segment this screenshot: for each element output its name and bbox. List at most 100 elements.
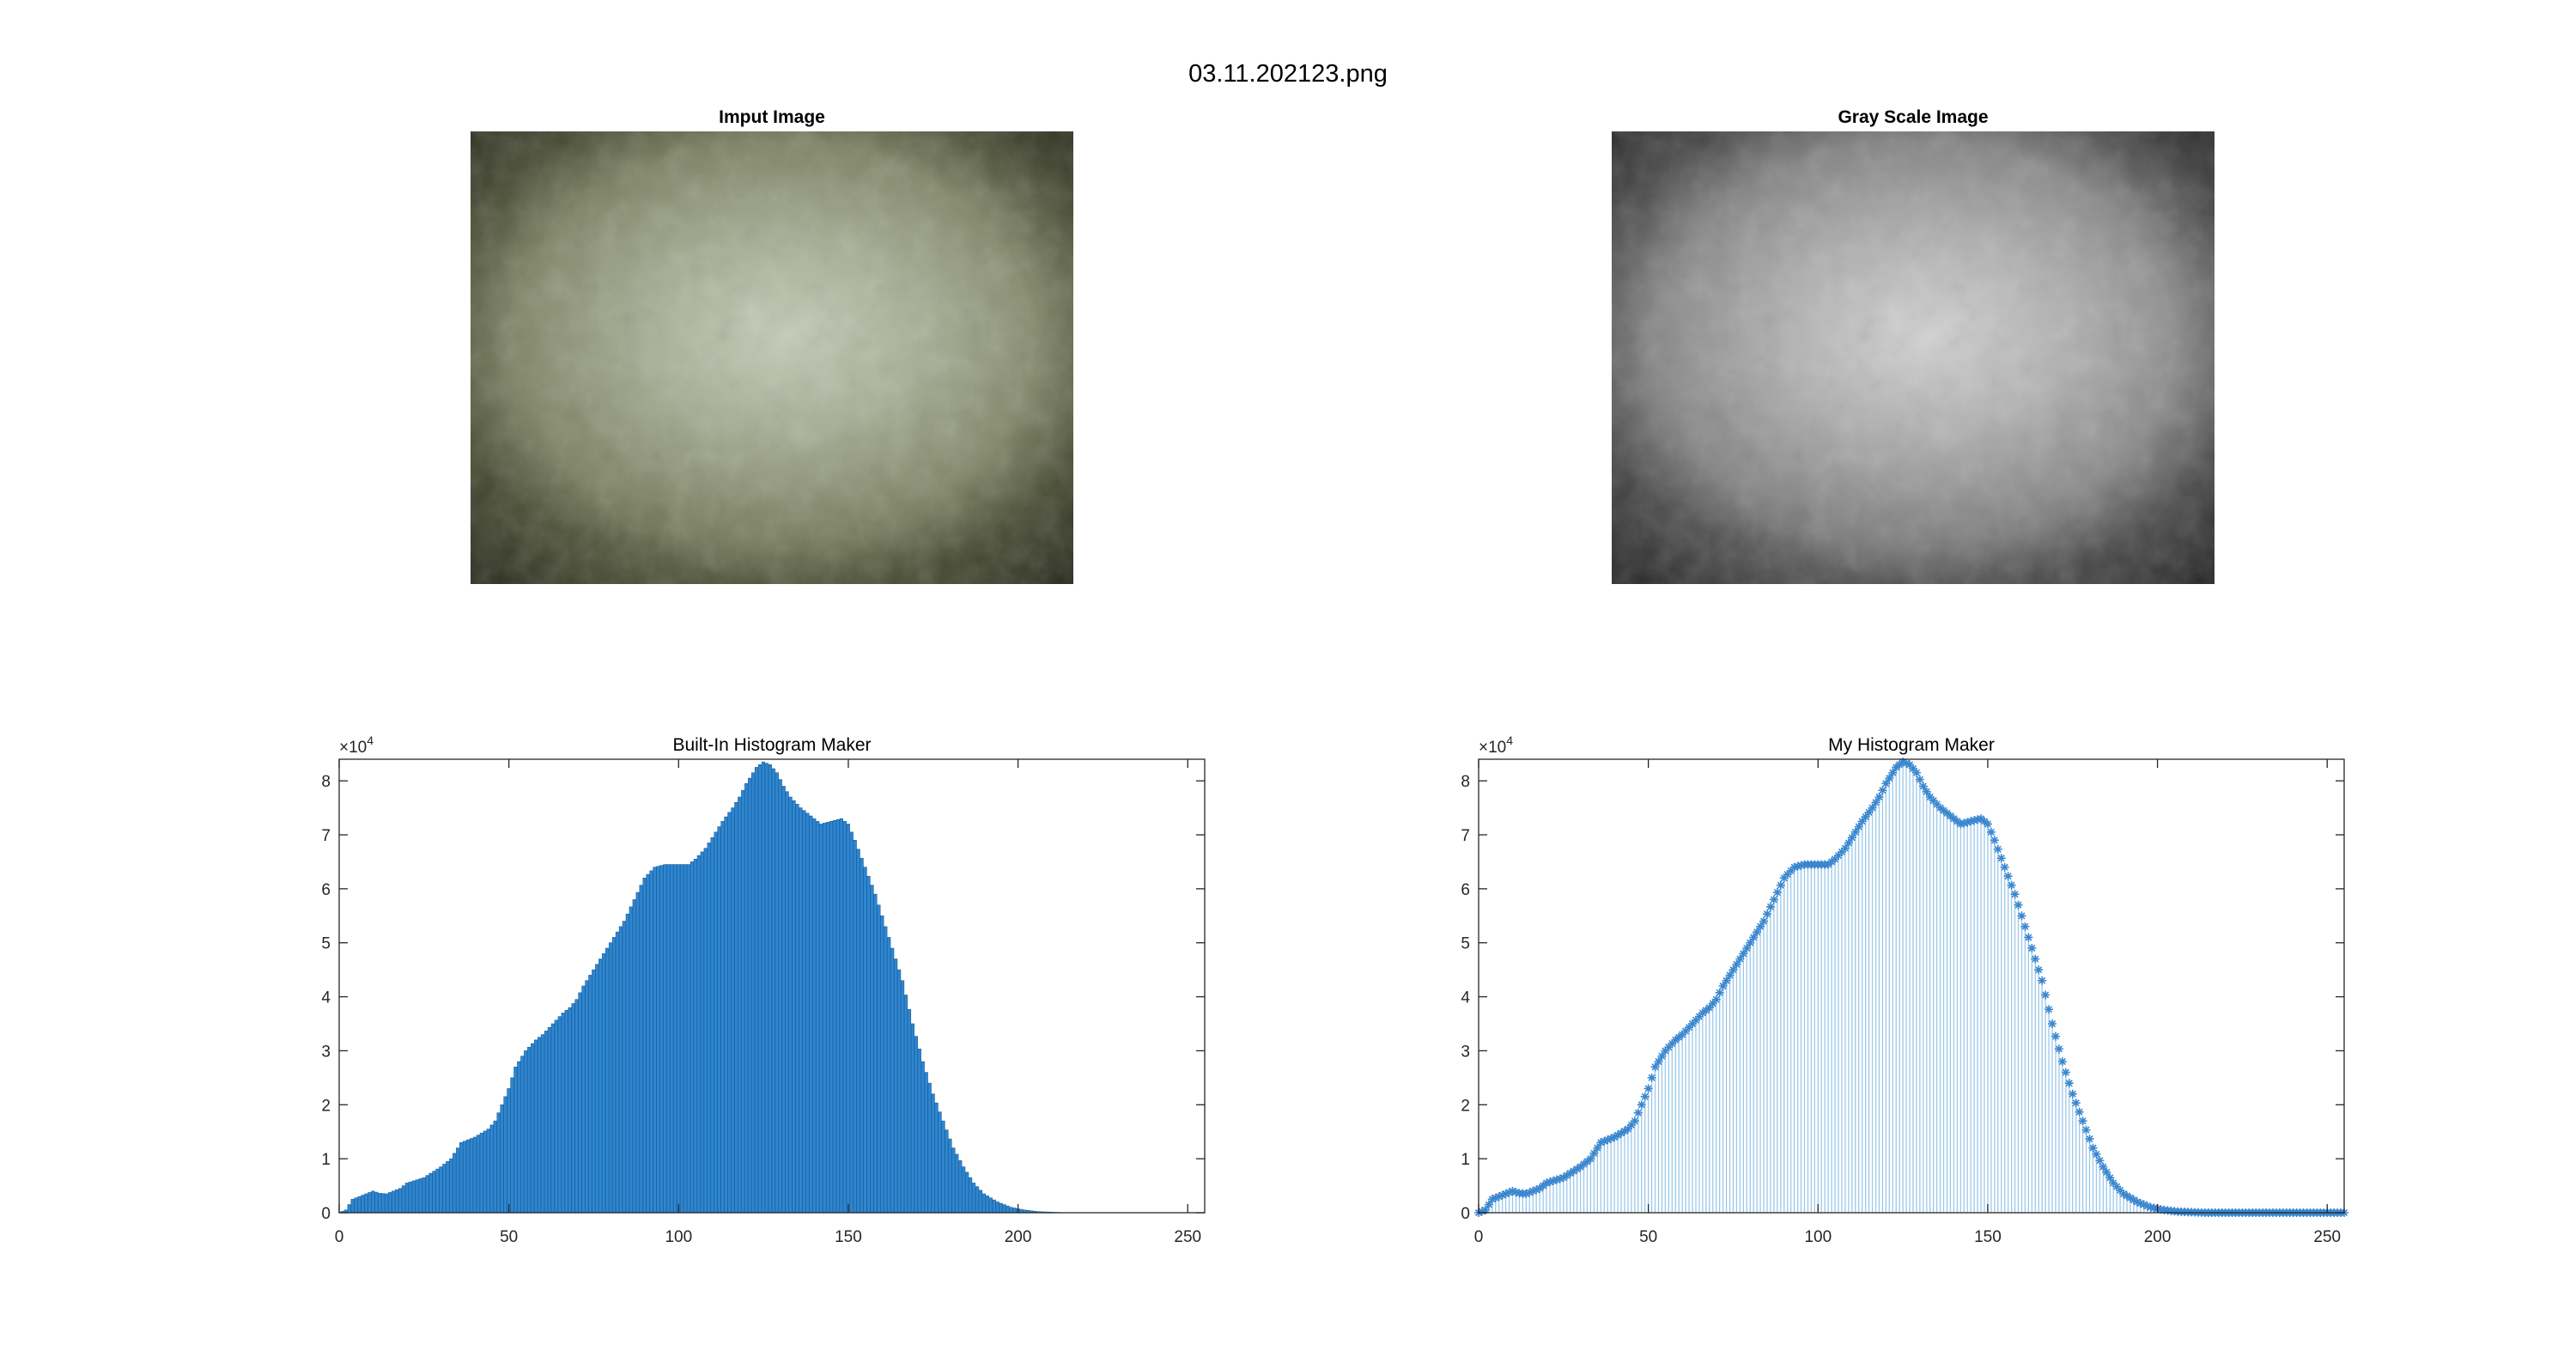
my-histogram-title: My Histogram Maker [1828,735,1995,755]
histogram-bar [931,1093,935,1214]
histogram-bar [622,921,627,1214]
y-tick-label: 0 [1461,1205,1470,1223]
histogram-bar [442,1164,447,1214]
histogram-point [1993,844,2002,854]
histogram-bar [744,782,749,1214]
histogram-point [1487,1195,1497,1204]
histogram-point [2125,1193,2135,1202]
histogram-point [1925,793,1935,801]
histogram-bar [978,1190,983,1214]
histogram-point [1908,764,1917,773]
y-exponent-power: 4 [367,733,374,747]
histogram-point [1769,895,1778,904]
histogram-point [1871,798,1880,807]
histogram-point [2044,1005,2054,1014]
histogram-point [1708,999,1717,1008]
histogram-bar [816,820,820,1214]
histogram-bar [533,1039,538,1214]
histogram-bar [649,870,653,1214]
histogram-point [1932,800,1941,809]
histogram-bar [486,1129,490,1214]
x-tick-label: 250 [2313,1228,2341,1246]
histogram-bar [524,1050,528,1214]
histogram-bar [595,964,599,1214]
histogram-point [2007,880,2016,890]
histogram-bar [415,1179,419,1214]
histogram-point [1619,1126,1629,1135]
histogram-bar [696,855,701,1214]
histogram-bar [955,1153,959,1214]
histogram-point [1715,988,1724,997]
histogram-bar [394,1189,399,1214]
y-exponent-label: ×104 [339,733,374,757]
histogram-bar [710,837,714,1214]
histogram-bar [917,1049,921,1214]
histogram-point [1691,1015,1700,1025]
histogram-point [1722,976,1731,985]
histogram-bar [581,985,586,1214]
x-tick-label: 50 [500,1228,518,1246]
histogram-point [2003,872,2013,881]
y-tick-label: 5 [321,935,331,953]
histogram-point [1915,775,1924,784]
histogram-point [1600,1136,1609,1146]
histogram-bar [391,1190,396,1214]
histogram-bar [839,818,843,1214]
histogram-point [1905,760,1915,770]
histogram-bar [856,849,860,1214]
axes-box [1478,758,2345,1214]
histogram-point [2017,911,2026,921]
histogram-bar [496,1112,501,1214]
histogram-bar [686,864,691,1214]
histogram-bar [829,820,834,1214]
histogram-bar [602,952,606,1214]
y-tick-label: 7 [1461,827,1470,845]
histogram-point [1725,971,1735,980]
y-tick-label: 1 [1461,1151,1470,1169]
y-tick-label: 0 [321,1205,331,1223]
histogram-bar [771,768,775,1214]
histogram-bar [537,1037,542,1214]
histogram-bar [849,831,854,1214]
histogram-point [1996,854,2006,863]
histogram-bar [547,1026,552,1214]
histogram-bar [948,1138,952,1214]
histogram-point [2102,1167,2111,1177]
x-tick-label: 0 [335,1228,344,1246]
histogram-bar [825,822,830,1214]
histogram-bar [510,1077,514,1214]
histogram-bar [398,1188,403,1214]
histogram-point [2139,1200,2148,1209]
histogram-point [1834,851,1844,861]
histogram-bar [557,1016,562,1214]
histogram-bar [489,1124,494,1214]
y-tick-label: 7 [321,827,331,845]
histogram-point [1535,1184,1545,1193]
x-tick-label: 0 [1474,1228,1484,1246]
histogram-bar [418,1178,422,1214]
histogram-point [2048,1019,2057,1028]
histogram-bars [340,761,1064,1214]
histogram-point [1613,1130,1623,1140]
histogram-point [1477,1207,1486,1216]
histogram-bar [642,877,647,1214]
histogram-point [1711,995,1721,1004]
histogram-point [1688,1019,1698,1028]
histogram-point [1779,873,1789,883]
histogram-point [2112,1182,2122,1191]
histogram-point [1874,793,1884,801]
histogram-bar [988,1197,993,1214]
histogram-bar [1002,1204,1006,1214]
histogram-point [1572,1165,1582,1174]
histogram-bar [632,899,636,1214]
histogram-bar [493,1120,497,1214]
histogram-bar [544,1031,549,1214]
histogram-bar [435,1168,440,1214]
histogram-point [1840,843,1850,853]
histogram-bar [472,1136,477,1214]
histogram-bar [724,816,728,1214]
y-tick-label: 6 [321,881,331,899]
histogram-point [2038,976,2047,985]
histogram-point [1593,1143,1602,1153]
histogram-point [2051,1032,2060,1041]
